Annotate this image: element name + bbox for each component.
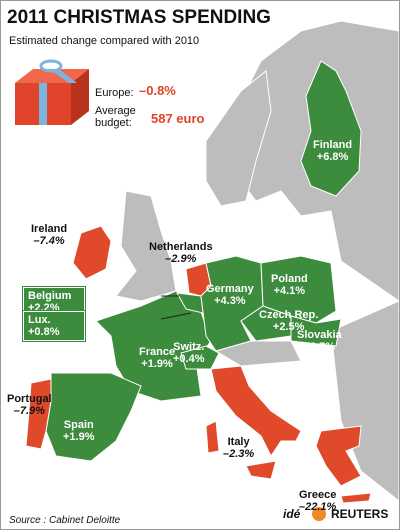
country-shape [340, 492, 372, 504]
country-label: Slovakia +6.7% [297, 329, 342, 353]
country-shape [210, 365, 302, 457]
country-name: Netherlands [149, 241, 213, 253]
country-label: Poland +4.1% [271, 273, 308, 297]
country-label: Switz. +0.4% [173, 341, 205, 365]
country-name: Lux. [28, 314, 51, 326]
country-label: Czech Rep. +2.5% [259, 309, 318, 333]
country-label: Finland +6.8% [313, 139, 352, 163]
land [214, 340, 302, 367]
country-change: +1.9% [141, 358, 173, 370]
country-label: Lux. +0.8% [22, 310, 86, 342]
country-name: Slovakia [297, 329, 342, 341]
country-shape [95, 290, 212, 402]
gift-ribbon [49, 69, 77, 83]
country-change: +2.5% [272, 321, 305, 333]
country-shape [205, 420, 220, 454]
country-name: Czech Rep. [259, 309, 319, 321]
budget-label: Average budget: [95, 105, 136, 129]
country-name: Switz. [173, 341, 205, 353]
country-name: Spain [63, 419, 94, 431]
country-label: Ireland –7.4% [31, 223, 67, 247]
country-change: +4.1% [273, 285, 306, 297]
country-label: Italy –2.3% [223, 436, 254, 460]
country-label: Netherlands –2.9% [149, 241, 213, 265]
pointer [160, 312, 192, 320]
country-shape [45, 372, 142, 462]
gift-bow [39, 59, 63, 73]
budget-value: 587 euro [151, 111, 205, 126]
logo-mark [312, 507, 326, 521]
land [330, 300, 399, 502]
country-name: Poland [271, 273, 308, 285]
country-shape [180, 345, 220, 370]
europe-label: Europe: [95, 87, 134, 99]
country-name: France [139, 346, 176, 358]
country-change: –2.9% [165, 253, 197, 265]
logo-text: idé [283, 507, 301, 521]
country-change: –22.1% [299, 501, 337, 513]
country-shape [315, 425, 362, 487]
country-change: +1.9% [63, 431, 95, 443]
title: 2011 CHRISTMAS SPENDING [7, 7, 271, 28]
country-label: Germany +4.3% [206, 283, 254, 307]
country-name: Germany [206, 283, 254, 295]
credit: REUTERS [331, 507, 389, 521]
country-label: Portugal –7.9% [7, 393, 52, 417]
country-change: +0.8% [28, 326, 60, 338]
country-label: Greece –22.1% [299, 489, 336, 513]
country-name: Finland [313, 139, 353, 151]
land [115, 190, 177, 302]
country-shape [72, 225, 112, 280]
country-name: Italy [227, 436, 250, 448]
country-shape [245, 460, 277, 480]
country-change: –2.3% [223, 448, 255, 460]
country-name: Greece [299, 489, 337, 501]
country-change: +6.8% [316, 151, 349, 163]
subtitle: Estimated change compared with 2010 [9, 35, 200, 47]
country-change: –7.9% [13, 405, 45, 417]
source: Source : Cabinet Deloitte [9, 515, 121, 526]
europe-value: –0.8% [139, 83, 176, 98]
country-change: +6.7% [303, 341, 336, 353]
country-change: –7.4% [33, 235, 65, 247]
country-label: France +1.9% [139, 346, 175, 370]
land [205, 70, 272, 207]
country-shape [300, 60, 362, 197]
country-shape [25, 378, 52, 450]
country-name: Ireland [31, 223, 68, 235]
gift-ribbon [39, 83, 47, 125]
country-label: Spain +1.9% [63, 419, 95, 443]
country-change: +4.3% [214, 295, 246, 307]
country-change: +0.4% [173, 353, 205, 365]
country-name: Belgium [28, 290, 72, 302]
country-shape [290, 315, 342, 347]
country-name: Portugal [7, 393, 52, 405]
